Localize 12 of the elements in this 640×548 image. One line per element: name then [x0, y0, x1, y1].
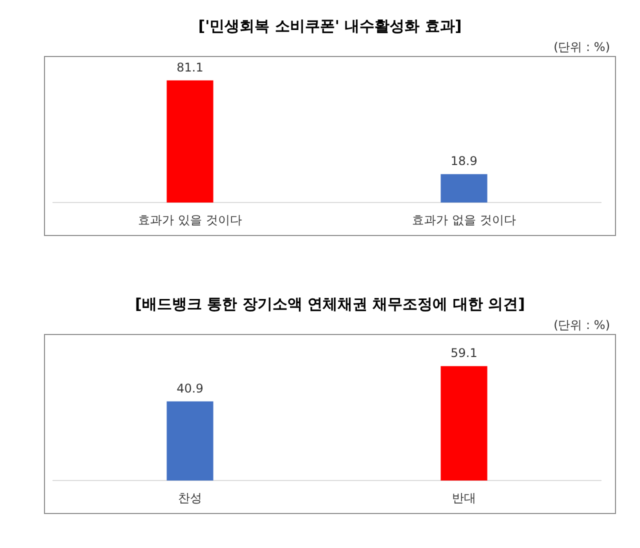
- data-label: 18.9: [450, 154, 478, 168]
- x-tick-label: 찬성: [178, 490, 202, 505]
- chart-title: [배드뱅크 통한 장기소액 연체채권 채무조정에 대한 의견]: [134, 294, 526, 315]
- chart-title: ['민생회복 소비쿠폰' 내수활성화 효과]: [197, 16, 463, 37]
- chart-subtitle: (단위 : %): [552, 39, 610, 56]
- data-label: 40.9: [176, 381, 204, 396]
- x-tick-label: 효과가 없을 것이다: [412, 212, 516, 227]
- chart-subtitle: (단위 : %): [552, 317, 610, 334]
- x-tick-label: 반대: [452, 490, 476, 505]
- data-label: 81.1: [176, 60, 204, 75]
- data-label: 59.1: [450, 346, 478, 360]
- x-tick-label: 효과가 있을 것이다: [138, 212, 242, 227]
